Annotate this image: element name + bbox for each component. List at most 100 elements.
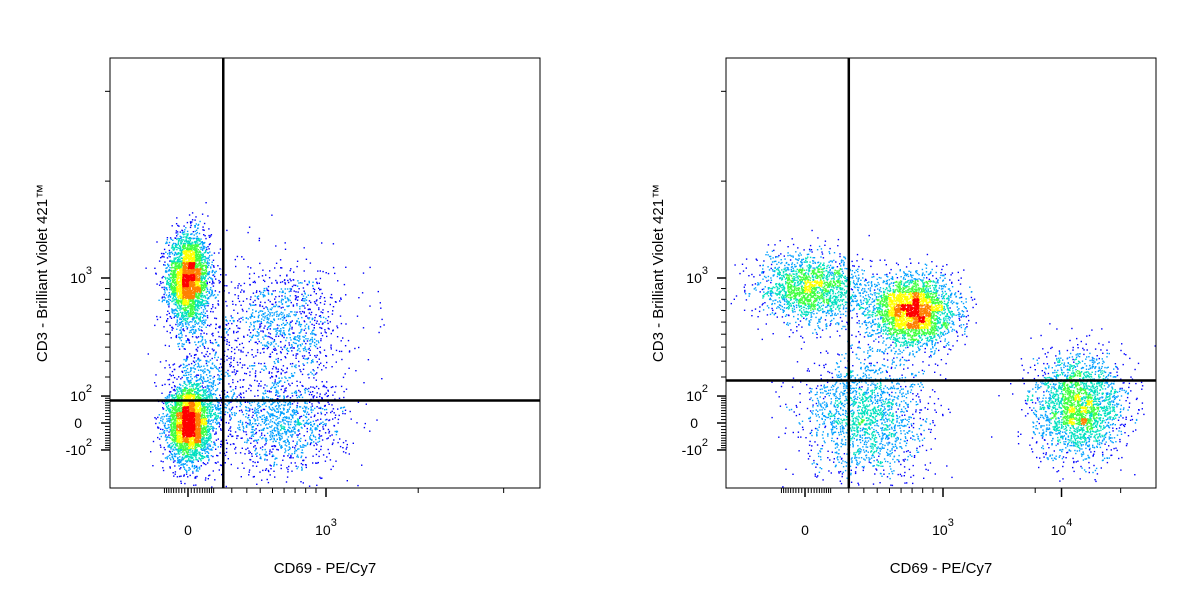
- event-dot: [184, 389, 186, 391]
- event-dot: [266, 416, 268, 418]
- event-dot: [173, 398, 176, 400]
- event-dot: [281, 303, 283, 305]
- event-dot: [168, 303, 170, 306]
- event-dot: [322, 316, 325, 319]
- event-dot: [304, 292, 306, 294]
- event-dot: [202, 392, 205, 394]
- event-dot: [280, 267, 282, 269]
- event-dot: [171, 329, 173, 331]
- event-dot: [284, 376, 286, 378]
- event-dot: [182, 307, 185, 309]
- event-dot: [281, 295, 283, 297]
- event-dot: [209, 426, 211, 428]
- event-dot: [175, 294, 177, 297]
- event-dot: [161, 277, 163, 279]
- event-dot: [166, 420, 168, 423]
- event-dot: [315, 438, 317, 441]
- event-dot: [220, 440, 222, 443]
- event-dot: [227, 348, 229, 351]
- event-dot: [200, 292, 202, 295]
- event-dot: [163, 446, 165, 449]
- event-dot: [175, 336, 178, 339]
- event-dot: [254, 420, 256, 422]
- event-dot: [204, 321, 206, 323]
- event-dot: [363, 382, 365, 384]
- event-dot: [264, 325, 266, 327]
- event-dot: [271, 415, 274, 417]
- event-dot: [245, 431, 247, 433]
- event-dot: [207, 215, 209, 217]
- event-dot: [179, 309, 181, 311]
- event-dot: [171, 442, 174, 444]
- event-dot: [182, 457, 185, 460]
- event-dot: [190, 329, 193, 331]
- event-dot: [246, 298, 248, 300]
- event-dot: [277, 390, 279, 392]
- event-dot: [289, 323, 291, 325]
- event-dot: [221, 401, 223, 404]
- event-dot: [254, 412, 256, 415]
- event-dot: [201, 287, 204, 289]
- event-dot: [345, 452, 347, 454]
- event-dot: [273, 429, 275, 431]
- event-dot: [255, 304, 257, 306]
- event-dot: [313, 333, 315, 335]
- event-dot: [232, 366, 235, 368]
- event-dot: [345, 448, 347, 450]
- event-dot: [227, 411, 229, 414]
- event-dot: [299, 344, 301, 346]
- event-dot: [200, 286, 202, 288]
- event-dot: [293, 336, 296, 338]
- event-dot: [274, 382, 276, 384]
- event-dot: [262, 294, 264, 296]
- event-dot: [184, 381, 186, 383]
- event-dot: [190, 373, 192, 376]
- event-dot: [194, 391, 196, 393]
- event-dot: [315, 322, 318, 324]
- event-dot: [250, 431, 253, 433]
- event-dot: [230, 364, 232, 367]
- event-dot: [177, 243, 180, 246]
- event-dot: [339, 300, 341, 302]
- event-dot: [263, 338, 265, 340]
- event-dot: [221, 473, 223, 476]
- event-dot: [265, 441, 267, 443]
- event-dot: [229, 365, 231, 368]
- event-dot: [182, 448, 184, 450]
- event-dot: [169, 429, 172, 431]
- event-dot: [194, 256, 197, 259]
- event-dot: [289, 403, 292, 406]
- event-dot: [217, 368, 219, 370]
- event-dot: [191, 457, 194, 460]
- event-dot: [180, 445, 182, 447]
- event-dot: [277, 392, 280, 394]
- event-dot: [313, 444, 315, 447]
- event-dot: [179, 365, 181, 367]
- event-dot: [265, 366, 267, 368]
- event-dot: [266, 385, 268, 387]
- event-dot: [297, 296, 299, 298]
- event-dot: [255, 310, 257, 313]
- event-dot: [201, 415, 203, 417]
- event-dot: [263, 327, 265, 329]
- event-dot: [202, 255, 204, 257]
- event-dot: [212, 385, 214, 387]
- event-dot: [188, 390, 191, 392]
- event-dot: [181, 459, 183, 461]
- event-dot: [333, 424, 335, 427]
- event-dot: [328, 432, 330, 434]
- event-dot: [211, 333, 213, 335]
- event-dot: [311, 394, 313, 396]
- event-dot: [269, 436, 272, 438]
- event-dot: [246, 334, 249, 336]
- event-dot: [200, 287, 202, 289]
- event-dot: [186, 233, 188, 235]
- event-dot: [235, 331, 238, 334]
- event-dot: [264, 444, 266, 446]
- event-dot: [252, 461, 254, 463]
- event-dot: [202, 269, 205, 272]
- event-dot: [302, 363, 304, 365]
- event-dot: [209, 353, 211, 355]
- event-dot: [191, 378, 193, 380]
- event-dot: [293, 290, 295, 292]
